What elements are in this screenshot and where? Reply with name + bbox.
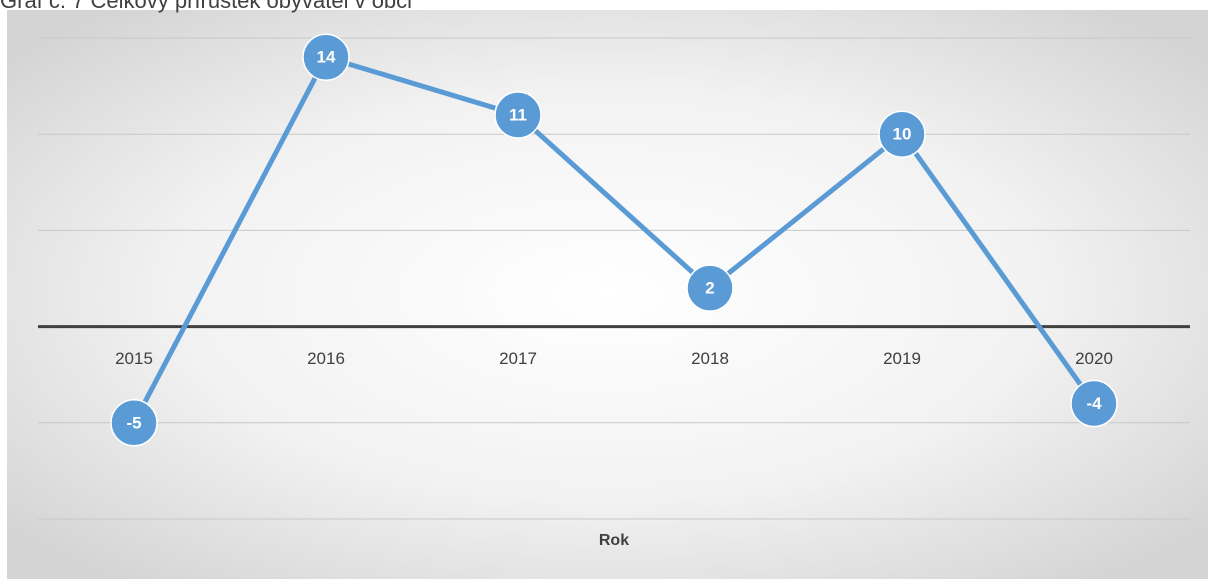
data-point: [110, 399, 158, 447]
chart-title: Graf č. 7 Celkový přírůstek obyvatel v o…: [0, 0, 412, 13]
x-tick-label: 2019: [883, 349, 921, 368]
data-point: [302, 33, 350, 81]
data-label: 11: [509, 105, 527, 124]
x-tick-label: 2016: [307, 349, 345, 368]
data-point: [494, 91, 542, 139]
data-label: 2: [705, 279, 714, 298]
line-series: [131, 54, 1097, 424]
data-label: 14: [317, 48, 336, 67]
x-tick-label: 2015: [115, 349, 153, 368]
data-label: 10: [893, 125, 912, 144]
x-tick-label: 2020: [1075, 349, 1113, 368]
x-tick-label: 2018: [691, 349, 729, 368]
chart-background: [7, 10, 1208, 579]
data-point: [686, 264, 734, 312]
data-label: -5: [126, 413, 141, 432]
data-point: [878, 110, 926, 158]
data-label: -4: [1086, 394, 1102, 413]
x-tick-label: 2017: [499, 349, 537, 368]
x-axis-label: Rok: [599, 532, 629, 549]
data-point: [1070, 379, 1118, 428]
